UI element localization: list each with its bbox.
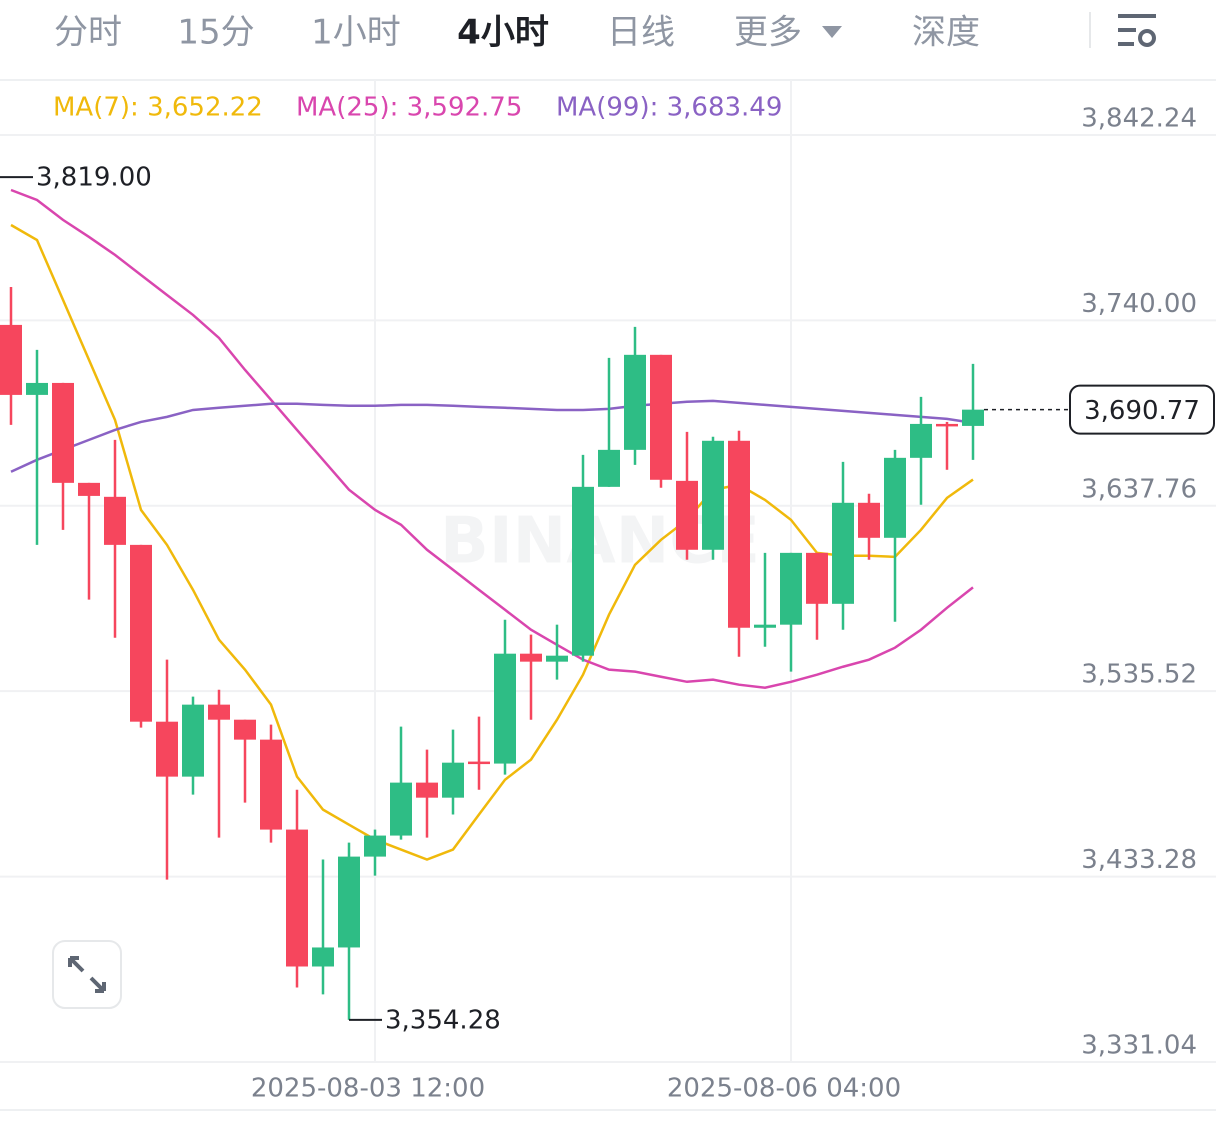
tab[interactable]: 日线: [607, 13, 675, 53]
candle-body: [754, 624, 776, 628]
annotation-label: 3,354.28: [385, 1005, 501, 1035]
legend-entry: MA(99): 3,683.49: [556, 93, 782, 123]
settings-icon[interactable]: [1118, 14, 1156, 47]
candle-body: [234, 719, 256, 740]
y-tick-label: 3,740.00: [1081, 289, 1197, 319]
candle-body: [442, 762, 464, 798]
candle-body: [676, 480, 698, 550]
candle-body: [572, 486, 594, 656]
ma-line: [10, 399, 974, 473]
candle-body: [780, 552, 802, 625]
candle-body: [598, 449, 620, 487]
y-tick-label: 3,433.28: [1081, 845, 1197, 875]
candle-body: [910, 423, 932, 458]
tab[interactable]: 15分: [177, 13, 254, 53]
candle-body: [390, 782, 412, 836]
candle-body: [494, 653, 516, 764]
last-price-box: [1069, 384, 1215, 435]
x-tick-label: 2025-08-06 04:00: [667, 1074, 901, 1104]
y-tick-label: 3,331.04: [1081, 1031, 1197, 1061]
candle-body: [728, 440, 750, 628]
candle-body: [182, 704, 204, 777]
candle-body: [962, 409, 984, 426]
ma-line: [10, 223, 974, 861]
candle-body: [624, 354, 646, 450]
candle-body: [52, 382, 74, 483]
legend-entry: MA(25): 3,592.75: [296, 93, 522, 123]
dropdown-arrow[interactable]: [822, 26, 842, 38]
tab[interactable]: 4小时: [457, 13, 549, 53]
candle-body: [104, 496, 126, 545]
candle-body: [130, 544, 152, 722]
expand-button[interactable]: [52, 940, 122, 1009]
candle-body: [0, 324, 22, 395]
legend-entry: MA(7): 3,652.22: [53, 93, 263, 123]
y-tick-label: 3,842.24: [1081, 103, 1197, 133]
candle-body: [26, 382, 48, 395]
ma-line: [10, 188, 974, 690]
candle-body: [78, 482, 100, 496]
last-price-label: 3,690.77: [1084, 396, 1200, 426]
candle-body: [364, 835, 386, 857]
candle-body: [806, 552, 828, 604]
tab[interactable]: 分时: [54, 13, 122, 53]
candle-body: [208, 704, 230, 720]
candle-body: [702, 440, 724, 550]
tab[interactable]: 1小时: [311, 13, 401, 53]
x-tick-label: 2025-08-03 12:00: [251, 1074, 485, 1104]
tab-bar: 分时 15分 1小时 4小时 日线 更多 深度: [54, 13, 980, 53]
candle-body: [650, 354, 672, 480]
candle-body: [416, 782, 438, 798]
candle-body: [858, 502, 880, 538]
candle-body: [338, 856, 360, 948]
candle-body: [936, 423, 958, 427]
candle-body: [286, 829, 308, 967]
annotation-label: 3,819.00: [36, 163, 152, 193]
candle-body: [312, 947, 334, 967]
candle-body: [156, 721, 178, 777]
candle-body: [546, 655, 568, 662]
candle-body: [468, 761, 490, 765]
y-tick-label: 3,535.52: [1081, 660, 1197, 690]
plot: BINANCE3,842.243,740.003,637.763,535.523…: [0, 80, 1216, 1104]
candle-body: [520, 653, 542, 662]
tab[interactable]: 深度: [912, 13, 980, 53]
tab[interactable]: 更多: [734, 13, 802, 53]
candle-body: [832, 502, 854, 604]
candle-body: [260, 739, 282, 830]
y-tick-label: 3,637.76: [1081, 474, 1197, 504]
candle-body: [884, 457, 906, 538]
